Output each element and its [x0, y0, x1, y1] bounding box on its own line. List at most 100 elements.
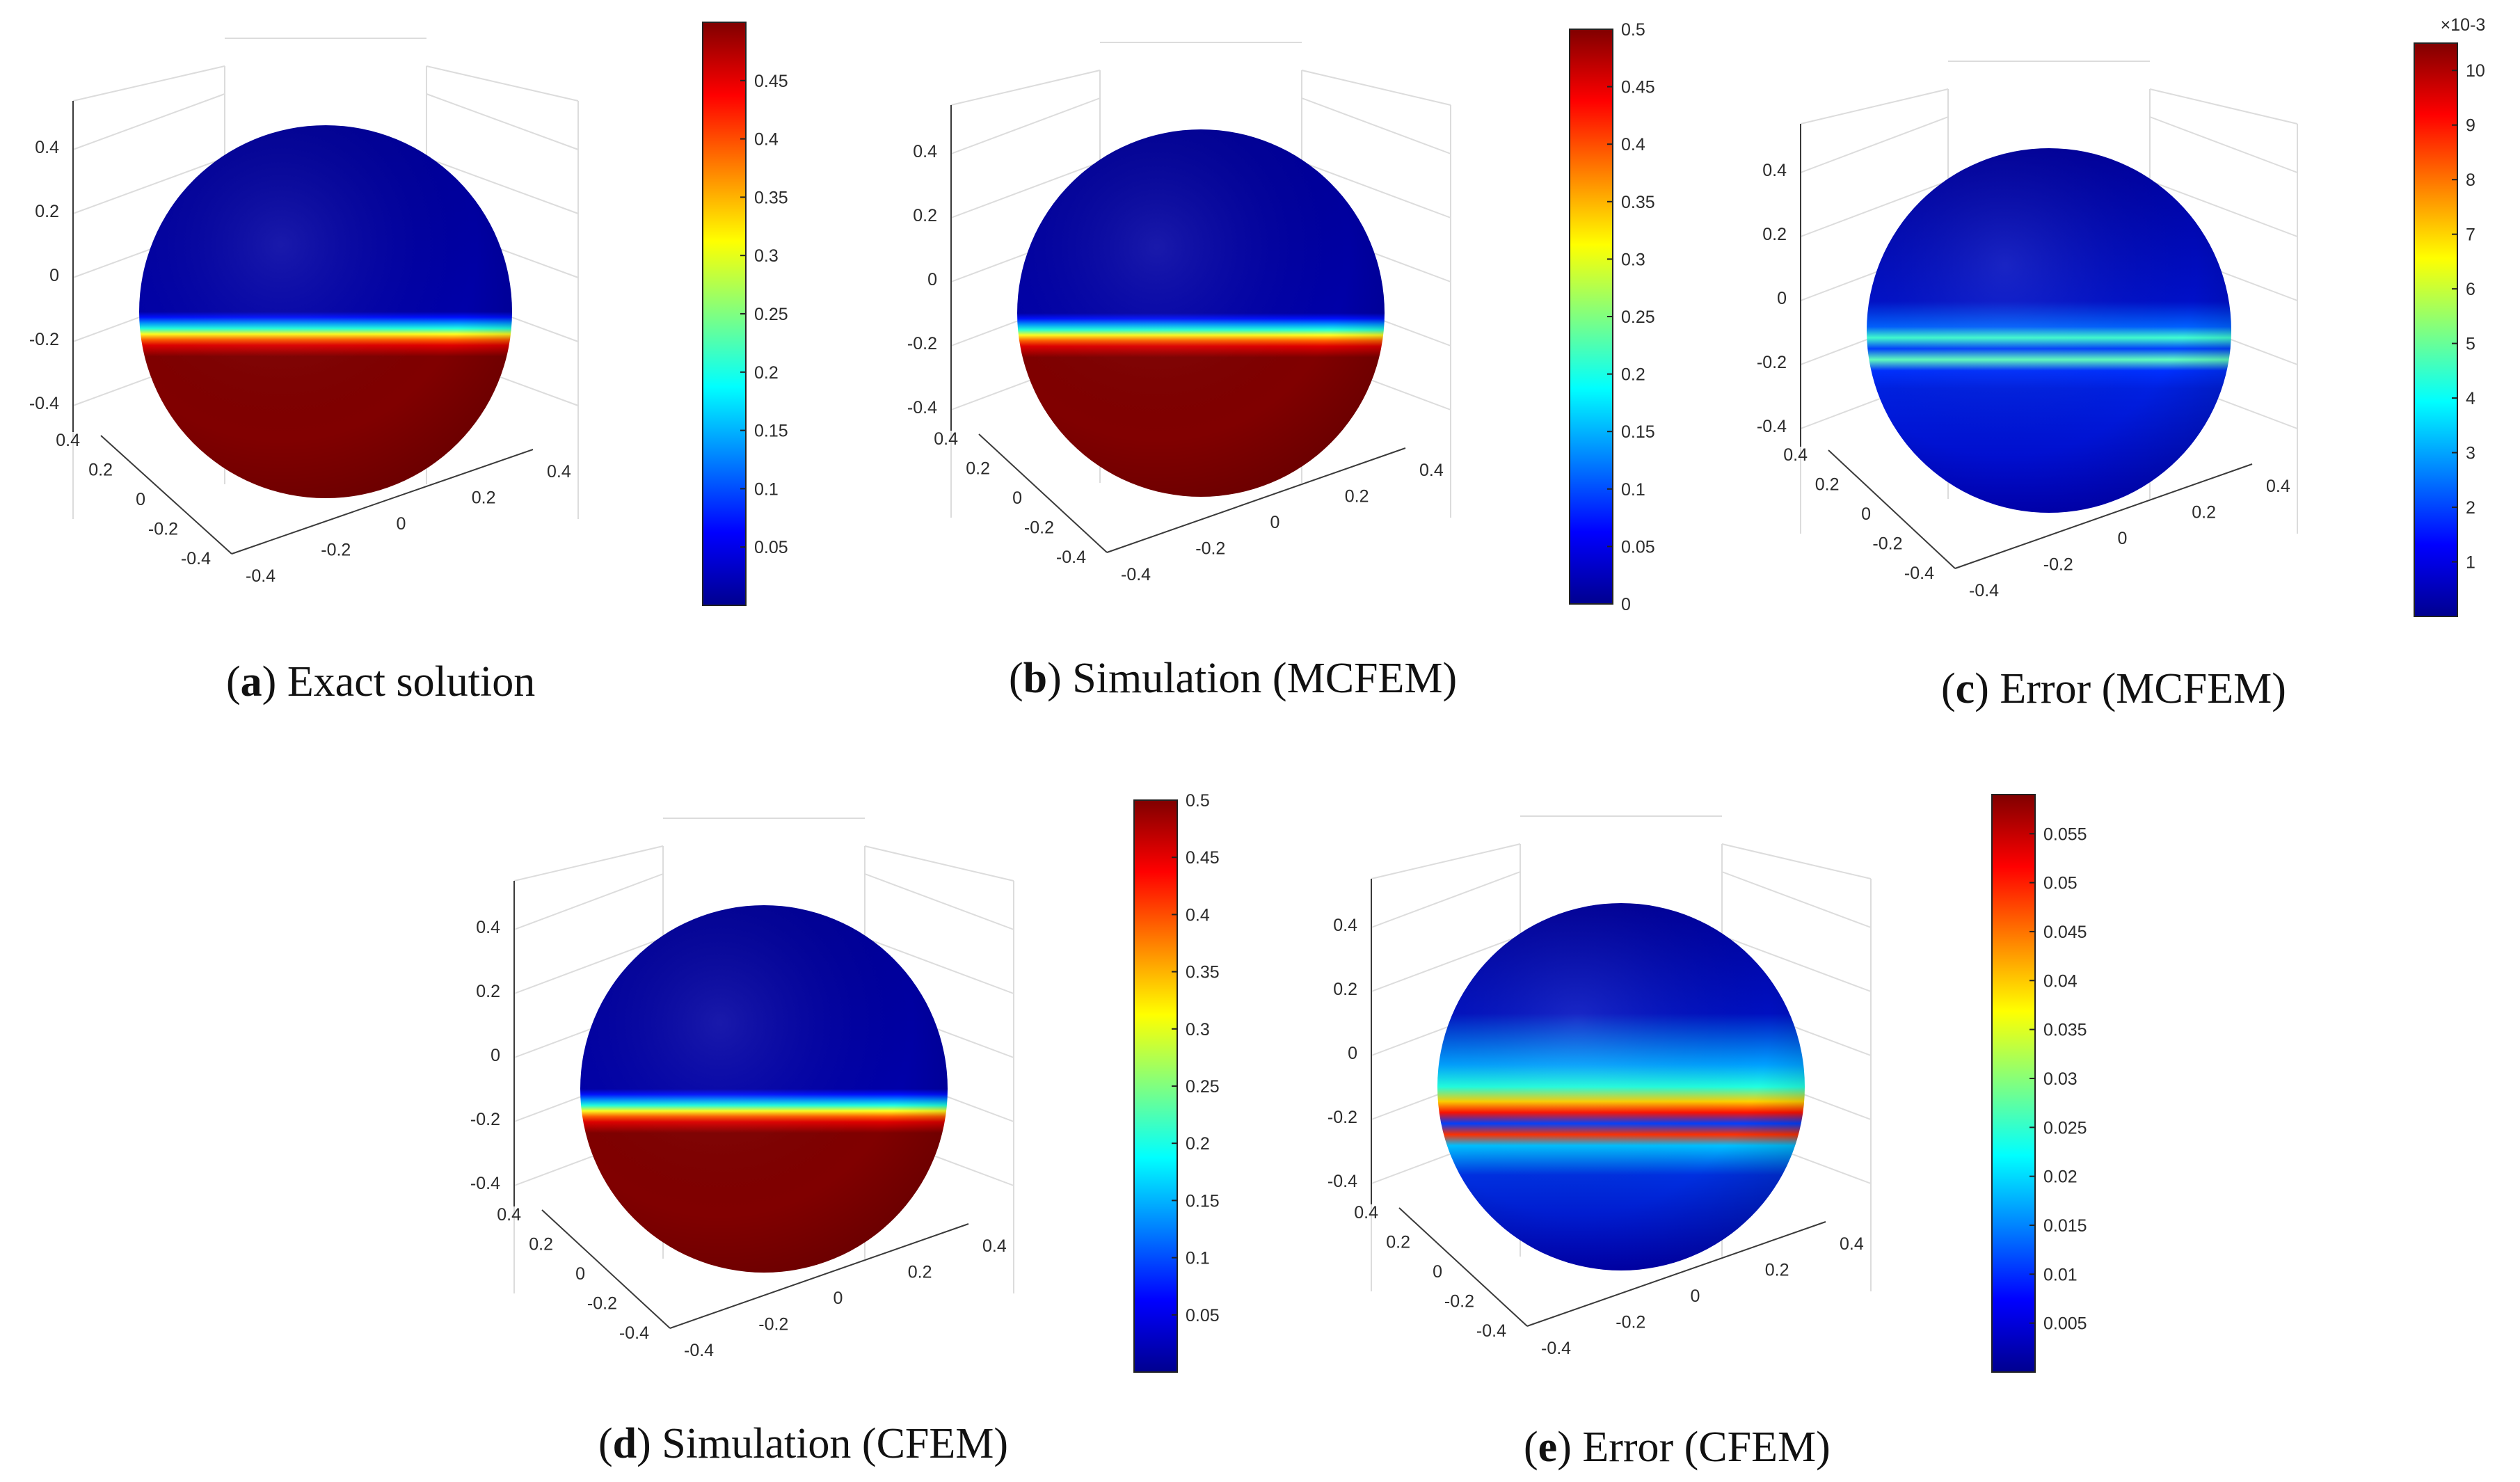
x-tick-label: -0.4 [619, 1323, 649, 1343]
x-tick-label: 0 [575, 1264, 585, 1284]
colorbar-tick-label: 0.5 [1621, 20, 1645, 40]
y-tick-label: -0.4 [1121, 565, 1151, 584]
y-tick-label: -0.4 [1541, 1339, 1571, 1358]
panel-caption: (a) Exact solution [226, 658, 535, 706]
colorbar-tick-label: 0.005 [2043, 1314, 2087, 1334]
y-tick-label: -0.2 [321, 541, 351, 560]
z-tick-label: -0.4 [29, 394, 59, 413]
z-tick-label: 0 [1777, 289, 1787, 308]
colorbar-tick-label: 0.35 [754, 188, 788, 207]
colorbar-tick-label: 0.1 [754, 479, 779, 499]
colorbar-tick-label: 0 [1621, 595, 1631, 614]
colorbar-tick-label: 0.35 [1186, 963, 1220, 982]
z-tick-label: 0 [927, 270, 937, 289]
colorbar-tick-label: 4 [2466, 389, 2475, 408]
colorbar-tick-label: 0.3 [1186, 1020, 1210, 1039]
colorbar-tick-label: 0.2 [1621, 365, 1645, 385]
y-tick-label: -0.2 [758, 1315, 788, 1334]
x-tick-label: -0.2 [148, 520, 178, 539]
z-tick-label: 0.4 [476, 918, 500, 937]
colorbar-tick-label: 0.05 [2043, 874, 2078, 893]
sphere-shading [1017, 129, 1385, 497]
colorbar [2414, 42, 2458, 617]
y-tick-label: 0 [1270, 513, 1280, 532]
colorbar-tick-label: 0.025 [2043, 1118, 2087, 1138]
colorbar-tick-label: 0.25 [1621, 308, 1655, 327]
y-axis-line [669, 1223, 969, 1329]
panel-caption: (c) Error (MCFEM) [1941, 665, 2286, 712]
colorbar-tick-label: 0.4 [1621, 135, 1645, 154]
x-tick-label: 0 [136, 490, 145, 509]
colorbar-tick-label: 0.03 [2043, 1069, 2078, 1089]
x-axis-line [541, 1209, 671, 1329]
y-tick-label: 0.2 [908, 1263, 932, 1282]
y-tick-label: -0.2 [2043, 555, 2073, 575]
colorbar-tick-label: 0.015 [2043, 1216, 2087, 1236]
colorbar-tick-label: 10 [2466, 61, 2485, 81]
colorbar-tick-label: 0.45 [1621, 78, 1655, 97]
colorbar-tick-label: 1 [2466, 553, 2475, 573]
y-axis-line [1106, 447, 1406, 553]
colorbar-tick-label: 0.05 [754, 538, 788, 557]
z-tick-label: 0.4 [35, 138, 59, 157]
panel-label: a [241, 658, 262, 706]
colorbar-exponent: ×10-3 [2441, 15, 2486, 35]
y-tick-label: 0 [1691, 1286, 1700, 1306]
z-tick-label: -0.4 [907, 398, 937, 417]
x-tick-label: -0.4 [1476, 1321, 1506, 1341]
z-tick-label: 0.2 [1333, 980, 1357, 999]
colorbar-tick-label: 0.035 [2043, 1021, 2087, 1040]
colorbar-tick-label: 0.02 [2043, 1168, 2078, 1187]
colorbar-tick-label: 0.1 [1186, 1249, 1210, 1268]
x-tick-label: -0.4 [1056, 548, 1086, 567]
colorbar [1569, 29, 1613, 605]
colorbar-tick-label: 0.05 [1621, 537, 1655, 557]
y-tick-label: 0.4 [2266, 477, 2290, 496]
panel-caption: (b) Simulation (MCFEM) [1009, 655, 1457, 702]
x-tick-label: 0 [1433, 1262, 1442, 1282]
z-tick-label: 0.2 [476, 982, 500, 1001]
y-tick-label: 0.4 [1419, 461, 1444, 480]
x-axis-line [100, 435, 232, 555]
colorbar-tick-label: 0.01 [2043, 1265, 2078, 1284]
colorbar [702, 22, 747, 606]
z-tick-label: 0 [1348, 1044, 1357, 1063]
panel-title: Simulation (MCFEM) [1072, 655, 1457, 702]
x-tick-label: -0.4 [181, 549, 211, 568]
sphere-shading [1867, 148, 2231, 513]
x-tick-label: -0.2 [1024, 518, 1054, 538]
colorbar-tick-label: 0.3 [754, 246, 779, 266]
colorbar-tick-label: 0.15 [1621, 422, 1655, 442]
x-tick-label: -0.2 [1872, 534, 1902, 554]
z-tick-label: 0.4 [1762, 161, 1787, 180]
colorbar-tick-label: 0.3 [1621, 250, 1645, 269]
colorbar [1991, 794, 2036, 1373]
colorbar-tick-label: 0.35 [1621, 193, 1655, 212]
y-tick-label: 0.2 [2192, 503, 2216, 523]
colorbar-tick-label: 0.15 [1186, 1191, 1220, 1211]
colorbar-tick-label: 0.05 [1186, 1306, 1220, 1325]
x-tick-label: -0.4 [1904, 564, 1934, 583]
x-tick-label: 0.2 [529, 1235, 553, 1254]
y-tick-label: 0.4 [547, 462, 571, 481]
panel-a: 0.40.20-0.2-0.40.40.20-0.2-0.4-0.4-0.200… [29, 22, 788, 706]
panel-caption: (d) Simulation (CFEM) [598, 1420, 1008, 1467]
x-axis-line [978, 433, 1108, 553]
panel-label: c [1956, 665, 1975, 712]
colorbar-tick-label: 0.1 [1621, 480, 1645, 500]
x-tick-label: 0.2 [88, 461, 113, 480]
z-tick-label: 0.4 [1333, 916, 1357, 935]
z-tick-label: -0.4 [470, 1174, 500, 1193]
colorbar-tick-label: 8 [2466, 170, 2475, 190]
y-tick-label: -0.4 [246, 566, 276, 586]
z-tick-label: -0.2 [907, 334, 937, 353]
x-tick-label: 0.2 [1815, 475, 1840, 495]
panel-d: 0.40.20-0.2-0.40.40.20-0.2-0.4-0.4-0.200… [470, 791, 1220, 1467]
colorbar-tick-label: 0.45 [1186, 848, 1220, 868]
colorbar-tick-label: 0.2 [754, 363, 779, 383]
y-tick-label: 0 [397, 514, 406, 534]
x-tick-label: 0.2 [1386, 1233, 1410, 1252]
colorbar-tick-label: 2 [2466, 498, 2475, 518]
colorbar-tick-label: 5 [2466, 335, 2475, 354]
